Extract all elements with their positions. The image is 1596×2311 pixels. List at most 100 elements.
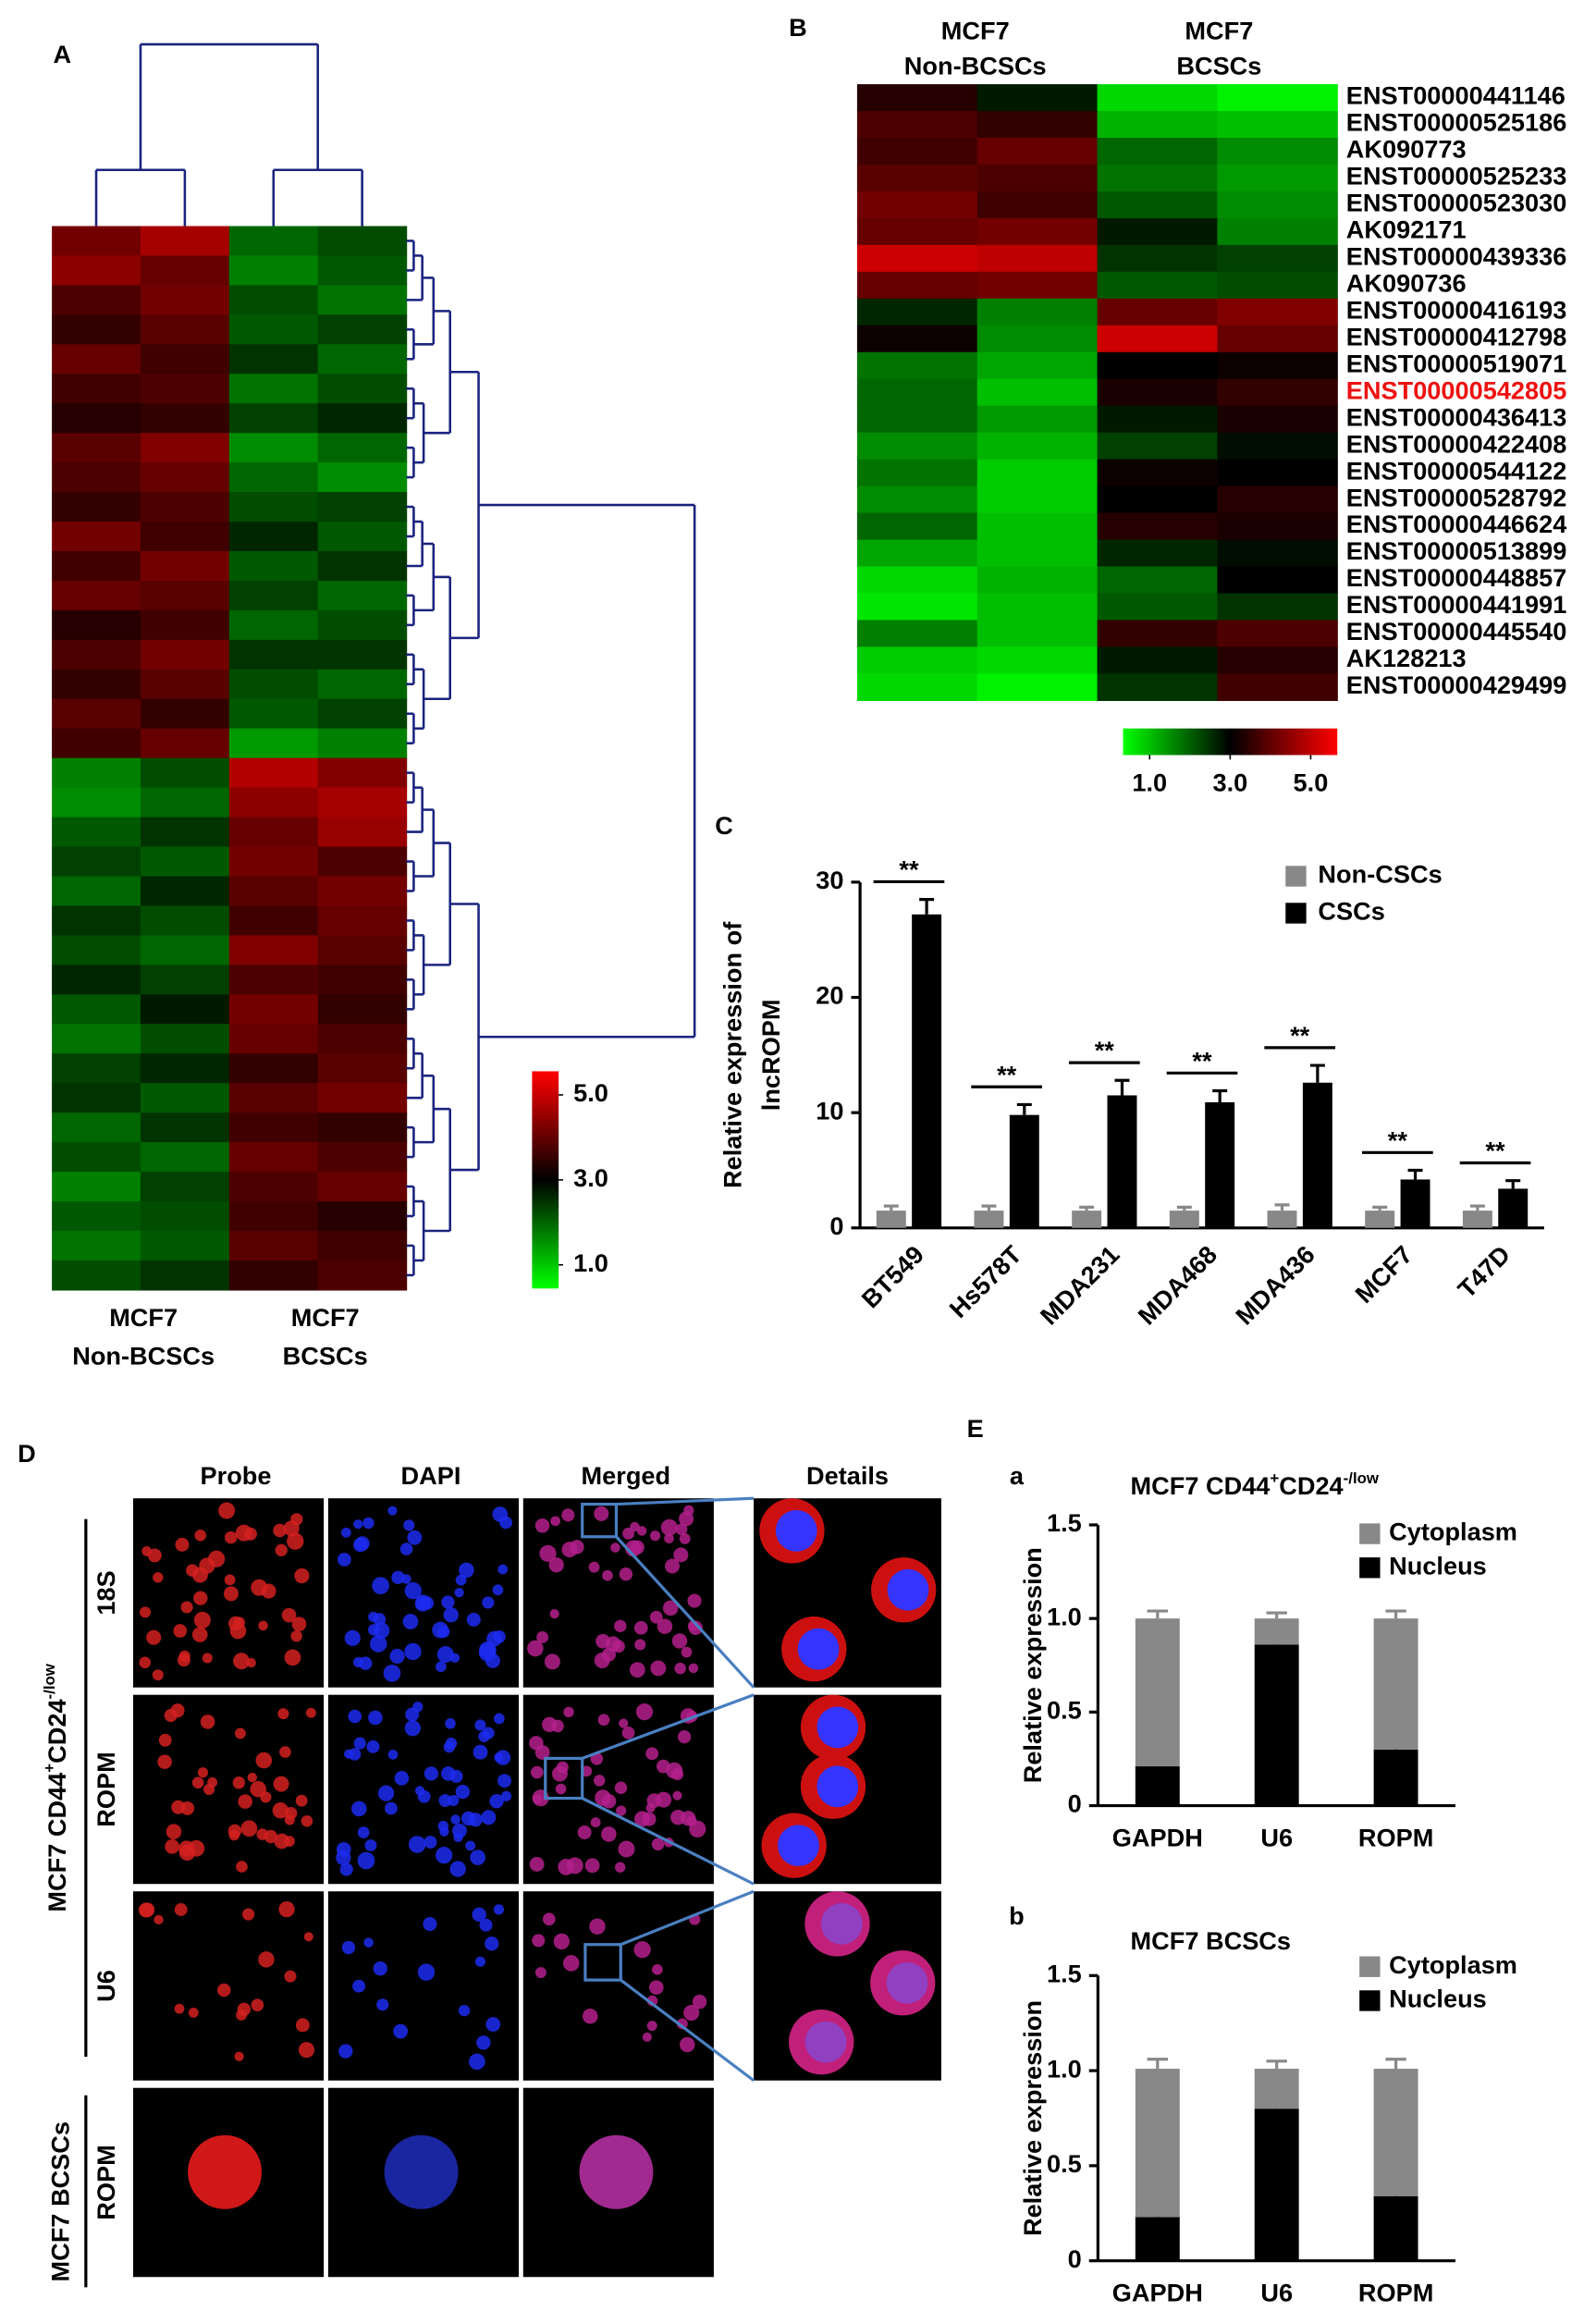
label: MCF7 bbox=[109, 1303, 178, 1332]
row-label: ENST00000519071 bbox=[1346, 349, 1567, 377]
heatmap-cell bbox=[317, 935, 408, 966]
cell bbox=[237, 2002, 252, 2017]
cell bbox=[414, 1596, 431, 1612]
heatmap-cell bbox=[140, 1112, 230, 1143]
cell bbox=[441, 1595, 455, 1609]
heatmap-cell bbox=[140, 226, 230, 257]
cell bbox=[662, 1600, 679, 1616]
error-bar bbox=[1505, 1179, 1521, 1189]
heatmap-cell bbox=[317, 1230, 408, 1261]
cell bbox=[562, 1955, 580, 1972]
row-label: ENST00000445540 bbox=[1346, 617, 1567, 645]
cell bbox=[364, 1838, 377, 1851]
heatmap-cell bbox=[1097, 512, 1219, 541]
cell bbox=[224, 1574, 236, 1586]
heatmap-cell bbox=[228, 1172, 319, 1202]
cell bbox=[552, 1765, 568, 1782]
cell bbox=[171, 1800, 186, 1814]
cell bbox=[166, 1824, 182, 1839]
heatmap-cell bbox=[856, 539, 978, 568]
cell bbox=[605, 1636, 621, 1652]
cell bbox=[303, 1932, 313, 1942]
heatmap-cell bbox=[140, 1053, 230, 1084]
text-part: -/low bbox=[1344, 1469, 1380, 1487]
heatmap-cell bbox=[317, 757, 408, 789]
heatmap-cell bbox=[228, 314, 319, 345]
heatmap-cell bbox=[856, 566, 978, 595]
cell bbox=[373, 1613, 387, 1626]
cell bbox=[634, 1811, 651, 1827]
cell bbox=[563, 1706, 574, 1717]
cell bbox=[479, 1918, 493, 1932]
bar bbox=[1009, 1114, 1039, 1228]
heatmap-cell bbox=[52, 403, 141, 434]
cell bbox=[352, 1979, 366, 1993]
heatmap-cell bbox=[976, 566, 1099, 595]
cell bbox=[687, 1593, 702, 1608]
significance-label: ** bbox=[1095, 1036, 1115, 1064]
x-tick-label: GAPDH bbox=[1112, 1823, 1203, 1851]
cell bbox=[284, 1649, 301, 1666]
heatmap-cell bbox=[976, 111, 1099, 139]
cell bbox=[657, 1618, 673, 1634]
cell bbox=[260, 1791, 272, 1803]
heatmap-cell bbox=[1217, 84, 1338, 112]
heatmap-cell bbox=[228, 965, 319, 995]
heatmap-cell bbox=[228, 669, 319, 700]
heatmap-cell bbox=[1097, 191, 1219, 219]
column-header: Probe bbox=[201, 1461, 272, 1490]
cell bbox=[449, 1861, 466, 1877]
cell bbox=[339, 1862, 353, 1876]
heatmap-cell bbox=[52, 905, 141, 937]
cell bbox=[295, 2018, 310, 2033]
heatmap-cell bbox=[1217, 351, 1338, 380]
cell bbox=[191, 1567, 208, 1583]
cell bbox=[407, 1530, 423, 1545]
legend-swatch bbox=[1359, 1956, 1381, 1977]
cell bbox=[589, 1918, 606, 1935]
heatmap-cell bbox=[317, 698, 408, 730]
cell bbox=[470, 1850, 485, 1865]
heatmap-cell bbox=[317, 550, 408, 582]
row-label: ENST00000429499 bbox=[1346, 670, 1567, 699]
bar bbox=[1400, 1179, 1430, 1228]
cell bbox=[281, 1607, 297, 1623]
colorbar-tick-label: 3.0 bbox=[1212, 768, 1247, 797]
cell bbox=[338, 2044, 353, 2059]
error-bar bbox=[1079, 1205, 1095, 1211]
cell bbox=[636, 1526, 647, 1536]
cell bbox=[597, 1714, 610, 1727]
heatmap-cell bbox=[52, 787, 141, 818]
heatmap-cell bbox=[1097, 673, 1219, 702]
cell bbox=[232, 1776, 246, 1789]
cell bbox=[634, 1639, 646, 1651]
heatmap-cell bbox=[976, 164, 1099, 192]
column-header: Merged bbox=[582, 1461, 671, 1490]
heatmap-cell bbox=[976, 512, 1099, 541]
cell bbox=[533, 1794, 543, 1804]
cell bbox=[532, 1934, 546, 1948]
cell bbox=[454, 1587, 464, 1598]
cell bbox=[140, 1902, 155, 1918]
cell bbox=[500, 1790, 512, 1801]
heatmap-cell bbox=[228, 935, 319, 966]
cell bbox=[472, 1907, 486, 1923]
y-tick-label: 1.5 bbox=[1047, 1508, 1082, 1537]
heatmap-cell bbox=[140, 433, 230, 463]
cell bbox=[384, 2134, 459, 2209]
text-part: MCF7 CD44 bbox=[43, 1773, 71, 1912]
heatmap-cell bbox=[1097, 325, 1219, 353]
subpanel-label: b bbox=[1009, 1901, 1025, 1930]
heatmap-cell bbox=[1217, 164, 1338, 192]
row-label: ENST00000544122 bbox=[1346, 456, 1567, 485]
cell bbox=[614, 1781, 628, 1794]
row-label: ENST00000436413 bbox=[1346, 402, 1567, 431]
cell bbox=[497, 1564, 509, 1575]
colorbar-tick-label: 3.0 bbox=[573, 1163, 608, 1192]
cell bbox=[372, 1577, 389, 1594]
heatmap-cell bbox=[140, 817, 230, 848]
cell bbox=[629, 1662, 645, 1678]
cell bbox=[672, 1790, 682, 1801]
cell bbox=[594, 1506, 609, 1521]
y-axis-label: Relative expression bbox=[1018, 1547, 1047, 1783]
